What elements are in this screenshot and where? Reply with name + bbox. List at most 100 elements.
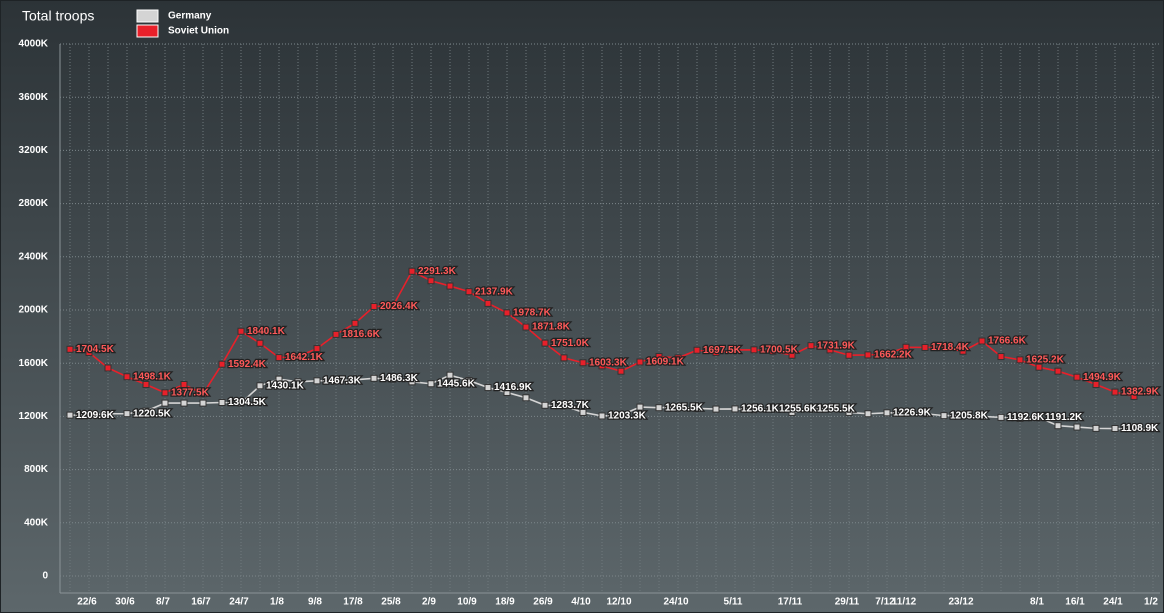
data-label: 1445.6K [437, 378, 476, 389]
data-label: 1700.5K [760, 344, 799, 355]
data-label: 1256.1K [741, 404, 780, 415]
data-point [845, 351, 853, 359]
data-point [370, 302, 378, 310]
data-label: 1603.3K [589, 357, 628, 368]
data-label: 1209.6K [76, 410, 115, 421]
data-point [826, 404, 834, 412]
data-point [750, 346, 758, 354]
data-point [636, 403, 644, 411]
data-label: 1609.1K [646, 357, 685, 368]
data-label: 1255.6K [779, 404, 818, 415]
y-tick-label: 800K [24, 464, 49, 475]
data-label: 1205.8K [950, 410, 989, 421]
data-label: 1697.5K [703, 345, 742, 356]
data-point [427, 380, 435, 388]
data-point [1111, 425, 1119, 433]
data-point [864, 410, 872, 418]
data-point [997, 413, 1005, 421]
x-tick-label: 16/1 [1065, 597, 1085, 608]
data-label: 1840.1K [247, 326, 286, 337]
x-tick-label: 23/12 [948, 597, 973, 608]
data-label: 1226.9K [893, 407, 932, 418]
data-point [408, 267, 416, 275]
data-point [1054, 422, 1062, 430]
data-point [617, 367, 625, 375]
data-point [142, 407, 150, 415]
data-point [1149, 424, 1157, 432]
data-point [66, 411, 74, 419]
data-point [389, 375, 397, 383]
data-point [256, 339, 264, 347]
data-point [959, 347, 967, 355]
data-label: 1704.5K [76, 344, 115, 355]
data-point [351, 376, 359, 384]
data-label: 1642.1K [285, 352, 324, 363]
data-point [1054, 367, 1062, 375]
data-point [617, 411, 625, 419]
x-tick-label: 24/10 [663, 597, 688, 608]
data-label: 1203.3K [608, 411, 647, 422]
x-tick-label: 22/6 [77, 597, 97, 608]
data-label: 1486.3K [380, 373, 419, 384]
data-point [902, 343, 910, 351]
data-label: 1382.9K [1121, 387, 1160, 398]
data-label: 1662.2K [874, 350, 913, 361]
chart-title: Total troops [22, 8, 94, 24]
data-point [408, 378, 416, 386]
data-point [1035, 414, 1043, 422]
data-point [712, 405, 720, 413]
data-point [1073, 423, 1081, 431]
data-point [370, 374, 378, 382]
data-point [560, 402, 568, 410]
x-tick-label: 18/9 [495, 597, 515, 608]
data-point [427, 277, 435, 285]
legend-swatch [136, 9, 159, 23]
data-point [142, 380, 150, 388]
data-point [579, 408, 587, 416]
data-point [275, 354, 283, 362]
y-tick-label: 4000K [19, 39, 49, 50]
data-point [313, 345, 321, 353]
data-point [237, 399, 245, 407]
data-point [275, 375, 283, 383]
x-tick-label: 9/8 [308, 597, 322, 608]
x-tick-label: 25/8 [381, 597, 401, 608]
data-point [218, 360, 226, 368]
data-label: 2291.3K [418, 266, 457, 277]
x-tick-label: 1/8 [270, 597, 284, 608]
data-point [104, 410, 112, 418]
data-label: 1978.7K [513, 307, 552, 318]
data-point [1073, 373, 1081, 381]
x-tick-label: 12/10 [606, 597, 631, 608]
data-point [921, 410, 929, 418]
data-point [161, 399, 169, 407]
data-point [541, 339, 549, 347]
x-tick-label: 7/12 [875, 597, 895, 608]
data-point [674, 403, 682, 411]
data-point [294, 353, 302, 361]
data-label: 1265.5K [665, 402, 704, 413]
y-tick-label: 2000K [19, 305, 49, 316]
data-point [123, 373, 131, 381]
data-point [465, 376, 473, 384]
data-point [712, 349, 720, 357]
data-point [807, 405, 815, 413]
legend-label: Germany [168, 11, 212, 22]
x-tick-label: 24/7 [229, 597, 249, 608]
data-point [1035, 363, 1043, 371]
data-point [199, 399, 207, 407]
x-tick-label: 17/11 [778, 597, 803, 608]
data-label: 1377.5K [171, 387, 210, 398]
data-point [826, 346, 834, 354]
data-point [1130, 425, 1138, 433]
data-point [256, 382, 264, 390]
data-point [484, 384, 492, 392]
data-point [598, 362, 606, 370]
data-point [503, 309, 511, 317]
data-point [541, 401, 549, 409]
data-point [1092, 380, 1100, 388]
data-point [750, 406, 758, 414]
data-point [1016, 414, 1024, 422]
data-label: 1718.4K [931, 342, 970, 353]
data-point [104, 364, 112, 372]
